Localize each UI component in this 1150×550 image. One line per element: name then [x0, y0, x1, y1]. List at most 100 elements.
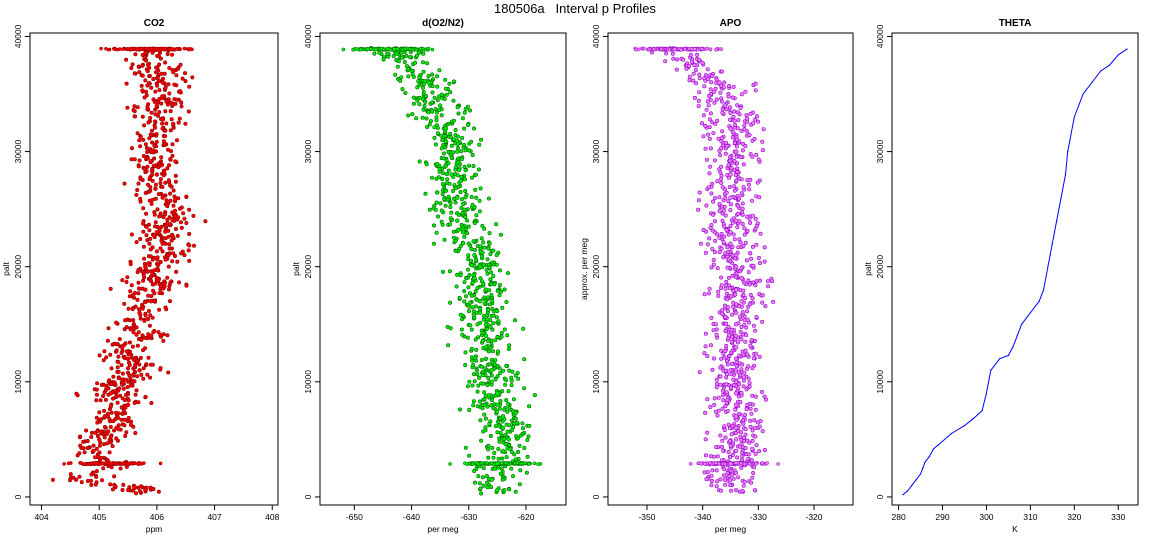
scatter-point	[756, 255, 761, 260]
scatter-point	[441, 156, 446, 161]
scatter-point	[465, 267, 470, 272]
scatter-point	[158, 259, 163, 264]
y-tick-label: 40000	[13, 24, 23, 48]
profile-point	[472, 276, 477, 281]
scatter-point	[735, 137, 740, 142]
scatter-point	[432, 125, 437, 130]
scatter-point	[149, 159, 154, 164]
scatter-point	[719, 136, 724, 141]
scatter-point	[459, 317, 464, 322]
scatter-point	[496, 446, 501, 451]
scatter-point	[479, 364, 484, 369]
scatter-point	[719, 356, 724, 361]
scatter-point	[402, 47, 407, 51]
scatter-point	[693, 68, 698, 73]
scatter-point	[710, 247, 715, 252]
scatter-point	[453, 128, 458, 133]
scatter-point	[484, 480, 489, 485]
scatter-point	[155, 207, 160, 212]
scatter-point	[459, 175, 464, 180]
scatter-point	[711, 454, 716, 459]
scatter-point	[520, 426, 525, 431]
scatter-point	[148, 116, 153, 121]
scatter-point	[696, 98, 701, 103]
scatter-point	[456, 111, 461, 116]
scatter-point	[486, 196, 491, 201]
scatter-point	[119, 350, 124, 355]
scatter-point	[421, 90, 426, 95]
scatter-point	[462, 280, 467, 285]
profile-point	[728, 241, 733, 246]
scatter-point	[106, 429, 111, 434]
profile-point	[443, 126, 449, 131]
scatter-point	[497, 268, 502, 273]
scatter-point	[98, 398, 103, 403]
scatter-point	[155, 53, 160, 58]
scatter-point	[179, 251, 184, 256]
scatter-point	[717, 148, 722, 153]
scatter-point	[147, 136, 152, 141]
scatter-point	[158, 461, 163, 466]
scatter-point	[483, 393, 488, 398]
scatter-point	[748, 343, 753, 348]
scatter-point	[446, 149, 451, 154]
scatter-point	[735, 225, 740, 230]
scatter-point	[512, 318, 517, 323]
scatter-point	[159, 155, 164, 160]
scatter-point	[513, 457, 518, 462]
scatter-point	[94, 469, 99, 474]
scatter-point	[744, 406, 749, 411]
scatter-point	[126, 415, 131, 420]
scatter-point	[703, 123, 708, 128]
scatter-point	[456, 168, 461, 173]
scatter-point	[131, 488, 136, 493]
scatter-point	[163, 236, 168, 241]
profile-point	[495, 402, 500, 408]
scatter-cloud	[341, 45, 543, 496]
scatter-point	[510, 474, 515, 479]
scatter-point	[170, 259, 175, 264]
scatter-point	[470, 202, 475, 207]
x-tick-label: 290	[935, 512, 949, 522]
y-tick-label: 10000	[591, 370, 601, 394]
scatter-point	[497, 423, 502, 428]
scatter-point	[708, 225, 713, 230]
scatter-point	[163, 109, 168, 114]
scatter-point	[91, 443, 96, 448]
scatter-point	[143, 78, 148, 83]
scatter-point	[153, 119, 158, 124]
scatter-point	[117, 47, 122, 51]
scatter-point	[174, 269, 179, 274]
scatter-point	[751, 470, 756, 475]
scatter-point	[699, 461, 703, 466]
scatter-point	[481, 483, 486, 488]
scatter-point	[77, 435, 82, 440]
scatter-point	[461, 241, 466, 246]
scatter-point	[78, 443, 83, 448]
scatter-point	[158, 366, 163, 371]
y-tick-label: 40000	[303, 24, 313, 48]
scatter-point	[157, 214, 162, 219]
scatter-point	[137, 158, 142, 163]
scatter-point	[725, 144, 730, 149]
profile-point	[717, 80, 722, 85]
scatter-point	[148, 254, 153, 259]
scatter-point	[738, 105, 743, 110]
scatter-point	[473, 337, 478, 342]
scatter-point	[101, 358, 106, 363]
scatter-point	[687, 74, 692, 79]
scatter-point	[724, 375, 729, 380]
scatter-point	[166, 370, 171, 375]
scatter-point	[147, 241, 152, 246]
scatter-point	[94, 461, 99, 465]
scatter-point	[382, 47, 386, 52]
scatter-point	[742, 232, 747, 237]
scatter-point	[474, 347, 479, 352]
scatter-point	[154, 249, 159, 254]
scatter-point	[491, 309, 496, 314]
scatter-point	[727, 353, 732, 358]
scatter-point	[737, 353, 742, 358]
scatter-point	[446, 343, 451, 348]
profile-point	[495, 391, 500, 396]
scatter-point	[744, 333, 749, 338]
